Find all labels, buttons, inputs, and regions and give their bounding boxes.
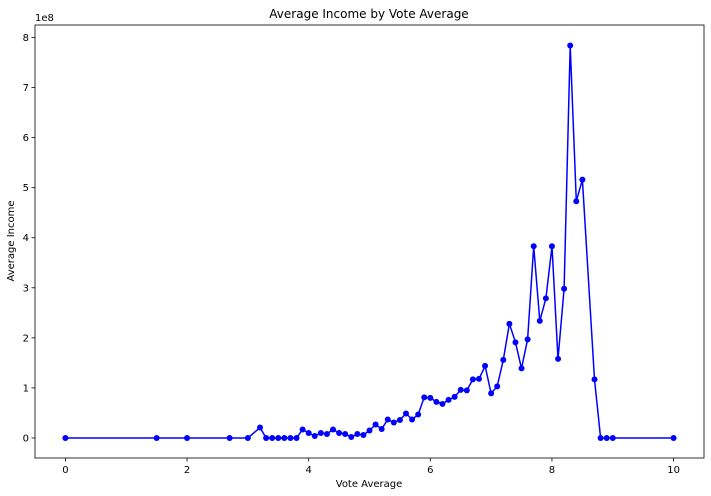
y-axis-title: Average Income <box>6 200 17 281</box>
y-tick-label: 1 <box>23 383 29 394</box>
y-tick-label: 2 <box>23 333 29 344</box>
data-point <box>226 434 233 441</box>
data-point <box>342 430 349 437</box>
data-point <box>402 410 409 417</box>
data-point <box>354 430 361 437</box>
data-point <box>293 434 300 441</box>
data-point <box>518 365 525 372</box>
x-tick-label: 0 <box>62 465 68 476</box>
data-point <box>299 426 306 433</box>
data-point <box>475 375 482 382</box>
series-line <box>65 45 674 439</box>
data-point <box>244 434 251 441</box>
data-point <box>336 429 343 436</box>
data-point <box>287 434 294 441</box>
data-point <box>433 398 440 405</box>
data-point <box>451 393 458 400</box>
data-point <box>257 424 264 431</box>
data-point <box>153 434 160 441</box>
data-point <box>62 434 69 441</box>
data-point <box>500 356 507 363</box>
data-point <box>494 383 501 390</box>
y-tick-label: 5 <box>23 183 29 194</box>
y-tick-label: 8 <box>23 33 29 44</box>
data-point <box>390 419 397 426</box>
data-point <box>567 42 574 49</box>
data-point <box>378 425 385 432</box>
y-axis: 0 1 2 3 4 5 6 7 8 <box>23 33 35 444</box>
x-tick-label: 10 <box>667 465 680 476</box>
data-point <box>421 394 428 401</box>
data-point <box>445 396 452 403</box>
data-point <box>275 434 282 441</box>
data-point <box>506 320 513 327</box>
data-point <box>561 285 568 292</box>
data-point <box>348 433 355 440</box>
data-point <box>530 243 537 250</box>
data-point <box>396 416 403 423</box>
data-point <box>360 431 367 438</box>
x-tick-label: 2 <box>184 465 190 476</box>
data-point <box>263 434 270 441</box>
data-point <box>512 339 519 346</box>
x-tick-label: 6 <box>427 465 433 476</box>
data-point <box>603 434 610 441</box>
data-point <box>555 355 562 362</box>
data-point <box>482 362 489 369</box>
x-axis-title: Vote Average <box>336 479 403 490</box>
y-offset-text: 1e8 <box>35 13 54 24</box>
data-point <box>311 432 318 439</box>
data-point <box>573 198 580 205</box>
data-point <box>469 376 476 383</box>
data-point <box>305 429 312 436</box>
data-point <box>372 421 379 428</box>
data-point <box>597 434 604 441</box>
x-tick-label: 8 <box>549 465 555 476</box>
y-tick-label: 0 <box>23 433 29 444</box>
data-point <box>330 426 337 433</box>
data-point <box>384 416 391 423</box>
plot-area <box>34 24 705 459</box>
y-tick-label: 7 <box>23 83 29 94</box>
data-point <box>536 317 543 324</box>
y-tick-label: 4 <box>23 233 29 244</box>
data-point <box>323 430 330 437</box>
data-point <box>269 434 276 441</box>
y-tick-label: 6 <box>23 133 29 144</box>
data-point <box>524 336 531 343</box>
data-point <box>463 387 470 394</box>
data-point <box>548 243 555 250</box>
data-point <box>488 390 495 397</box>
data-point <box>427 394 434 401</box>
data-point <box>281 434 288 441</box>
data-point <box>670 434 677 441</box>
data-point <box>579 176 586 183</box>
x-axis: 0 2 4 6 8 10 <box>62 458 680 476</box>
series-markers <box>62 42 677 441</box>
x-tick-label: 4 <box>305 465 311 476</box>
y-tick-label: 3 <box>23 283 29 294</box>
data-point <box>409 416 416 423</box>
data-point <box>542 295 549 302</box>
data-point <box>457 386 464 393</box>
data-point <box>591 376 598 383</box>
data-point <box>609 434 616 441</box>
data-point <box>366 427 373 434</box>
data-point <box>439 400 446 407</box>
data-point <box>184 434 191 441</box>
chart-title: Average Income by Vote Average <box>269 7 468 21</box>
data-point <box>317 429 324 436</box>
data-point <box>415 411 422 418</box>
